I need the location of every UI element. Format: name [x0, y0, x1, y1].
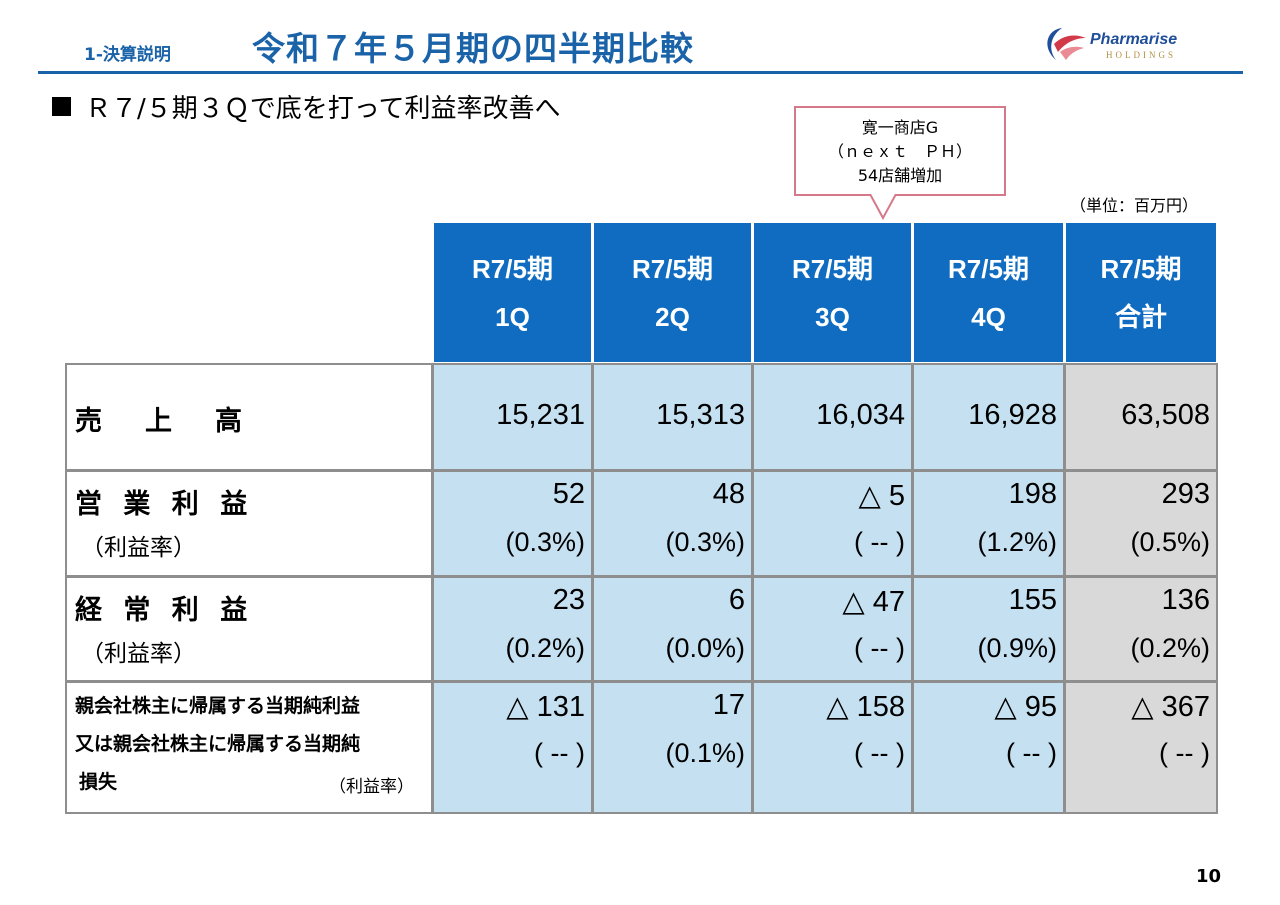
row-label: 親会社株主に帰属する当期純利益 — [75, 695, 361, 717]
table-cell: 198 (1.2%) — [912, 470, 1065, 577]
table-cell: 16,928 — [912, 363, 1065, 471]
page-number: 10 — [1196, 866, 1222, 887]
table-cell: 155 (0.9%) — [912, 576, 1065, 682]
section-label: 1-決算説明 — [84, 45, 171, 65]
table-cell: 23 (0.2%) — [432, 576, 593, 682]
row-label: 損失 — [79, 771, 118, 793]
subtitle: Ｒ７/５期３Ｑで底を打って利益率改善へ — [52, 88, 560, 125]
row-label-cell: 親会社株主に帰属する当期純利益 又は親会社株主に帰属する当期純 損失 （利益率） — [65, 681, 433, 814]
column-header-total: R7/5期 合計 — [1064, 221, 1218, 364]
column-header: R7/5期 4Q — [912, 221, 1065, 364]
callout-pointer-icon — [869, 194, 897, 220]
row-label-cell: 売 上 高 — [65, 363, 433, 471]
table-cell: 52 (0.3%) — [432, 470, 593, 577]
subtitle-text: Ｒ７/５期３Ｑで底を打って利益率改善へ — [85, 94, 561, 124]
table-cell-total: △ 367 ( -- ) — [1064, 681, 1218, 814]
table-cell: △ 5 ( -- ) — [752, 470, 913, 577]
row-label-cell: 経 常 利 益 （利益率） — [65, 576, 433, 682]
logo-sub: HOLDINGS — [1106, 50, 1176, 60]
page-title: 令和７年５月期の四半期比較 — [252, 29, 694, 68]
table-cell: 48 (0.3%) — [592, 470, 753, 577]
table-cell: 16,034 — [752, 363, 913, 471]
table-cell: 6 (0.0%) — [592, 576, 753, 682]
results-table: R7/5期 1Q R7/5期 2Q R7/5期 3Q R7/5期 4Q R7/5期 合計 … — [65, 221, 1218, 814]
table-cell: △ 95 ( -- ) — [912, 681, 1065, 814]
company-logo: Pharmarise HOLDINGS — [1040, 26, 1200, 64]
table-cell: △ 47 ( -- ) — [752, 576, 913, 682]
column-header: R7/5期 2Q — [592, 221, 753, 364]
table-cell-total: 293 (0.5%) — [1064, 470, 1218, 577]
column-header: R7/5期 3Q — [752, 221, 913, 364]
row-sublabel: （利益率） — [81, 535, 196, 561]
row-sublabel: （利益率） — [329, 777, 414, 797]
table-cell: 17 (0.1%) — [592, 681, 753, 814]
table-cell-total: 136 (0.2%) — [1064, 576, 1218, 682]
callout-line: （ｎｅｘｔ ＰＨ） — [827, 142, 972, 161]
row-label: 営 業 利 益 — [75, 489, 254, 520]
row-sublabel: （利益率） — [81, 641, 196, 667]
header-divider — [38, 71, 1243, 74]
table-cell: 15,231 — [432, 363, 593, 471]
table-cell: △ 131 ( -- ) — [432, 681, 593, 814]
square-bullet-icon — [52, 97, 71, 116]
table-cell: 15,313 — [592, 363, 753, 471]
row-label: 経 常 利 益 — [75, 595, 254, 626]
callout-line: 寛一商店G — [861, 118, 939, 137]
row-label: 又は親会社株主に帰属する当期純 — [75, 733, 361, 755]
column-header: R7/5期 1Q — [432, 221, 593, 364]
row-label-cell: 営 業 利 益 （利益率） — [65, 470, 433, 577]
callout-box: 寛一商店G （ｎｅｘｔ ＰＨ） 54店舗増加 — [794, 106, 1006, 196]
callout-line: 54店舗増加 — [857, 166, 943, 185]
logo-name: Pharmarise — [1090, 31, 1178, 48]
logo-mark-icon — [1047, 28, 1086, 60]
row-label: 売 上 高 — [75, 406, 250, 437]
table-cell-total: 63,508 — [1064, 363, 1218, 471]
unit-label: （単位：百万円） — [1070, 196, 1199, 215]
table-cell: △ 158 ( -- ) — [752, 681, 913, 814]
